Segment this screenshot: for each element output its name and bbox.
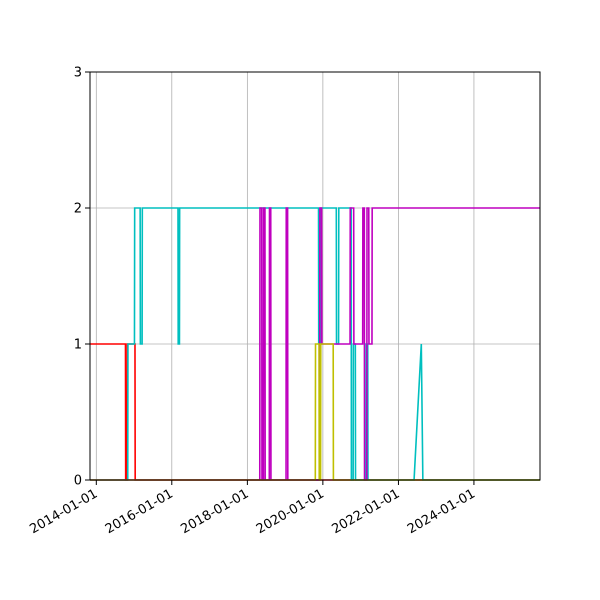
y-axis: 0 1 2 3 <box>74 66 90 489</box>
y-tick-label: 0 <box>74 474 82 489</box>
plot-frame <box>89 71 541 481</box>
y-tick-label: 2 <box>74 202 82 217</box>
y-tick-label: 1 <box>74 338 82 353</box>
y-tick-label: 3 <box>74 66 82 81</box>
